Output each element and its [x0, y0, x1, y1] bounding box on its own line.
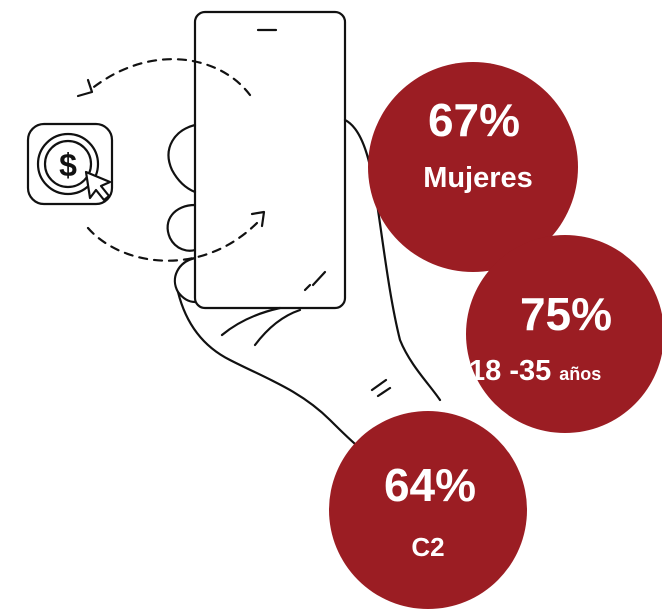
crease — [376, 386, 392, 398]
stat-value: 67% — [428, 94, 520, 146]
arrow-arc — [88, 58, 252, 97]
crease — [220, 306, 282, 337]
stat-circle — [466, 235, 662, 433]
stat-circle — [329, 411, 527, 609]
crease — [370, 378, 388, 392]
stat-value: 75% — [520, 288, 612, 340]
coin — [36, 132, 100, 196]
stat-label: C2 — [411, 532, 444, 562]
stat-label: 18 -35 — [469, 355, 551, 387]
stat-circle — [368, 62, 578, 272]
arrow-head — [76, 78, 94, 98]
crease — [253, 308, 302, 347]
arrow-arc — [86, 220, 260, 262]
hand-outline — [343, 118, 442, 402]
phone-glare — [303, 283, 312, 292]
finger — [166, 203, 197, 252]
stat-label: Mujeres — [423, 162, 533, 194]
stat-label-group: 18 -35 años — [469, 355, 601, 387]
finger — [167, 123, 197, 194]
arrow-head — [250, 210, 266, 228]
money-icon — [26, 122, 114, 206]
dollar-sign: $ — [59, 147, 77, 183]
phone-glare — [311, 270, 327, 287]
stat-unit: años — [559, 364, 601, 384]
stat-value: 64% — [384, 459, 476, 511]
hand-phone-illustration: $ — [26, 10, 442, 472]
phone — [193, 10, 347, 310]
cursor — [84, 170, 112, 202]
coin — [43, 139, 93, 189]
